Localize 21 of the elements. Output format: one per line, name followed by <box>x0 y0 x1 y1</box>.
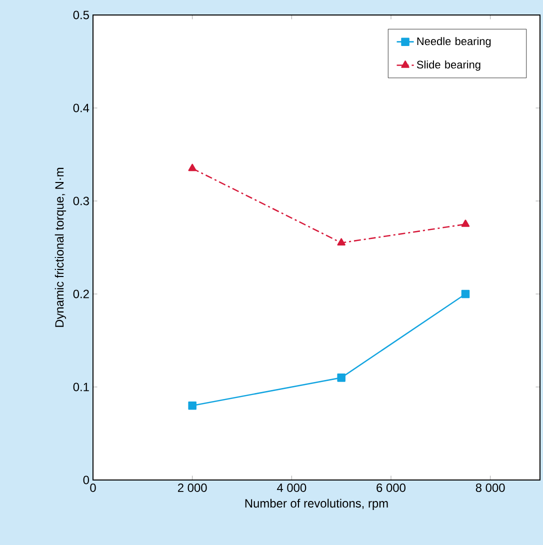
x-tick-label: 2 000 <box>178 484 207 492</box>
point <box>461 290 470 298</box>
y-tick-label: 0 <box>83 476 90 484</box>
point <box>188 401 196 410</box>
x-tick-label: 4 000 <box>276 484 306 492</box>
y-axis-title: Dynamic frictional torque, N·m <box>54 168 66 327</box>
x-tick-label: 6 000 <box>376 484 406 492</box>
y-tick-label: 0.5 <box>73 10 89 20</box>
y-tick-label: 0.4 <box>73 104 90 112</box>
x-tick-label: 8 000 <box>476 484 505 492</box>
y-tick-label: 0.3 <box>73 196 89 206</box>
point <box>461 220 470 227</box>
legend-label: Needle bearing <box>417 37 491 48</box>
y-tick-label: 0.1 <box>73 382 89 392</box>
point <box>337 238 346 246</box>
x-tick-label: 0 <box>90 484 96 492</box>
point <box>337 374 346 382</box>
x-axis-title: Number of revolutions, rpm <box>245 498 388 510</box>
point <box>188 164 196 172</box>
y-tick-label: 0.2 <box>73 290 89 298</box>
legend-label: Slide bearing <box>416 60 480 71</box>
